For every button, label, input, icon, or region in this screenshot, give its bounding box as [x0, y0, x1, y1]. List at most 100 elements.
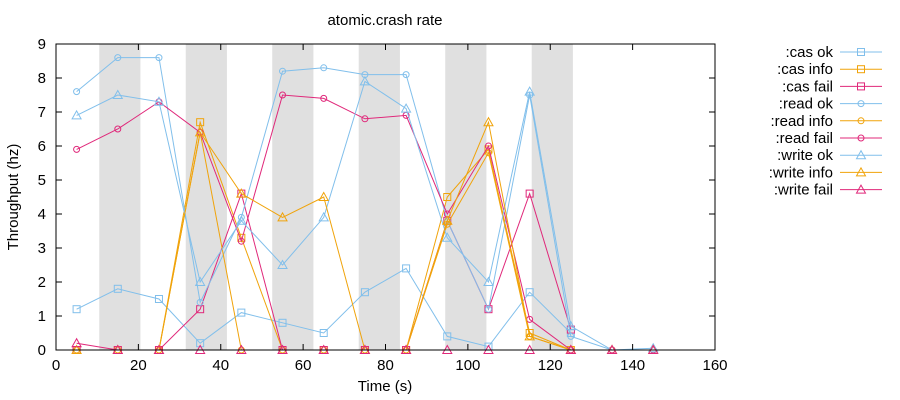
data-point [194, 276, 206, 286]
x-tick-label: 60 [295, 357, 312, 374]
x-tick-label: 20 [130, 357, 147, 374]
data-point [484, 142, 492, 150]
data-point [279, 67, 287, 75]
data-point [319, 329, 328, 337]
y-tick-label: 4 [38, 206, 46, 223]
legend-item-1: :cas info [777, 61, 882, 78]
data-point [235, 215, 247, 225]
data-point [441, 215, 453, 225]
series-line-3 [76, 57, 654, 351]
shaded-interval-3 [358, 44, 400, 350]
y-axis-label: Throughput (hz) [5, 144, 22, 251]
chart-title: atomic.crash rate [327, 12, 442, 29]
data-point [196, 298, 204, 306]
x-tick-label: 120 [538, 357, 563, 374]
data-point [647, 342, 659, 353]
data-point [72, 305, 81, 314]
legend-label: :read fail [775, 130, 833, 147]
legend-item-8: :write fail [774, 182, 882, 199]
data-point [73, 88, 81, 96]
legend-item-4: :read info [770, 113, 882, 130]
series-line-6 [76, 80, 654, 351]
legend-item-0: :cas ok [785, 44, 882, 61]
shaded-intervals [99, 44, 573, 350]
data-point [113, 284, 122, 293]
legend-label: :cas info [777, 61, 833, 78]
y-tick-label: 8 [38, 70, 46, 87]
series-line-1 [76, 120, 572, 351]
data-point [360, 288, 369, 297]
x-tick-label: 140 [620, 357, 645, 374]
series-6 [71, 75, 659, 354]
legend-label: :read ok [779, 96, 834, 113]
data-point [318, 191, 330, 201]
legend-label: :read info [770, 113, 833, 130]
data-point [194, 126, 206, 137]
data-point [114, 54, 122, 62]
data-point [484, 149, 492, 157]
data-point [196, 339, 205, 348]
data-point [235, 188, 247, 198]
legend-marker [855, 184, 867, 194]
data-point [153, 96, 165, 106]
data-point [112, 89, 124, 99]
data-point [318, 211, 330, 222]
legend: :cas ok:cas info:cas fail:read ok:read i… [769, 44, 882, 199]
legend-item-3: :read ok [779, 96, 882, 113]
data-point [237, 237, 245, 245]
data-point [196, 118, 205, 127]
legend-item-5: :read fail [775, 130, 882, 147]
y-tick-label: 6 [38, 138, 46, 155]
data-point [359, 75, 371, 86]
y-tick-label: 1 [38, 308, 46, 325]
x-tick-label: 40 [212, 357, 229, 374]
data-point [567, 332, 575, 340]
x-tick-label: 160 [702, 357, 727, 374]
data-point [320, 64, 328, 72]
data-point [155, 54, 163, 62]
series-line-0 [76, 267, 572, 348]
data-point [524, 330, 536, 341]
data-point [565, 320, 577, 331]
legend-label: :cas fail [782, 78, 833, 95]
y-tick-label: 2 [38, 274, 46, 291]
x-tick-label: 0 [52, 357, 60, 374]
shaded-interval-0 [99, 44, 141, 350]
shaded-interval-1 [185, 44, 227, 350]
x-tick-label: 100 [455, 357, 480, 374]
data-point [400, 103, 412, 113]
data-point [441, 232, 453, 242]
data-point [279, 91, 287, 99]
data-point [402, 71, 410, 79]
data-point [483, 276, 494, 286]
data-point [277, 259, 288, 269]
data-point [71, 337, 82, 348]
data-point [278, 318, 287, 327]
legend-marker [857, 100, 865, 108]
data-point [320, 94, 328, 102]
legend-marker [855, 166, 867, 177]
legend-label: :write ok [777, 147, 833, 164]
shaded-interval-4 [445, 44, 487, 350]
legend-item-7: :write info [769, 164, 882, 181]
x-axis-label: Time (s) [358, 378, 412, 395]
data-point [443, 193, 452, 201]
y-tick-label: 3 [38, 240, 46, 257]
data-point [73, 145, 81, 153]
legend-label: :write fail [774, 182, 833, 199]
series-0 [72, 264, 575, 351]
data-point [361, 115, 369, 123]
legend-marker [857, 48, 865, 56]
x-axis-ticks: 0 20 40 60 80 100 120 140 160 [52, 44, 728, 374]
legend-marker [857, 117, 865, 125]
legend-label: :cas ok [785, 44, 833, 61]
legend-marker [857, 65, 865, 74]
series-line-5 [76, 94, 654, 351]
y-axis-ticks: 0 1 2 3 4 5 6 7 8 9 [38, 36, 715, 359]
data-point [483, 116, 494, 127]
data-point [524, 86, 536, 96]
data-point [71, 109, 82, 120]
data-point [402, 264, 411, 273]
legend-item-2: :cas fail [782, 78, 882, 95]
legend-item-6: :write ok [777, 147, 882, 164]
